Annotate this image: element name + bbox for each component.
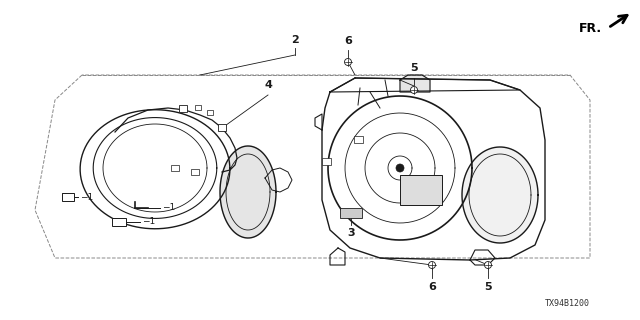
Text: −1: −1 xyxy=(162,204,175,212)
Polygon shape xyxy=(400,75,430,92)
Bar xyxy=(322,158,331,165)
Text: TX94B1200: TX94B1200 xyxy=(545,299,590,308)
Circle shape xyxy=(344,59,351,66)
Polygon shape xyxy=(220,146,276,238)
Text: 6: 6 xyxy=(344,36,352,46)
Text: 5: 5 xyxy=(410,63,418,73)
FancyBboxPatch shape xyxy=(62,193,74,201)
Circle shape xyxy=(429,261,435,268)
Bar xyxy=(171,165,179,171)
Text: −1: −1 xyxy=(80,193,93,202)
Bar xyxy=(207,110,213,115)
Bar xyxy=(195,105,201,110)
Text: 5: 5 xyxy=(484,282,492,292)
Text: 3: 3 xyxy=(347,228,355,238)
Text: 2: 2 xyxy=(291,35,299,45)
Circle shape xyxy=(410,86,417,93)
Bar xyxy=(340,208,362,218)
Text: 4: 4 xyxy=(264,80,272,90)
Circle shape xyxy=(484,261,492,268)
Text: −1: −1 xyxy=(142,218,156,227)
Polygon shape xyxy=(462,147,538,243)
Bar xyxy=(191,169,199,175)
FancyBboxPatch shape xyxy=(112,218,126,226)
Bar xyxy=(354,136,363,143)
Circle shape xyxy=(396,164,404,172)
Bar xyxy=(218,124,226,131)
Bar xyxy=(400,175,442,205)
Text: FR.: FR. xyxy=(579,21,602,35)
Text: 6: 6 xyxy=(428,282,436,292)
Bar xyxy=(179,105,187,112)
